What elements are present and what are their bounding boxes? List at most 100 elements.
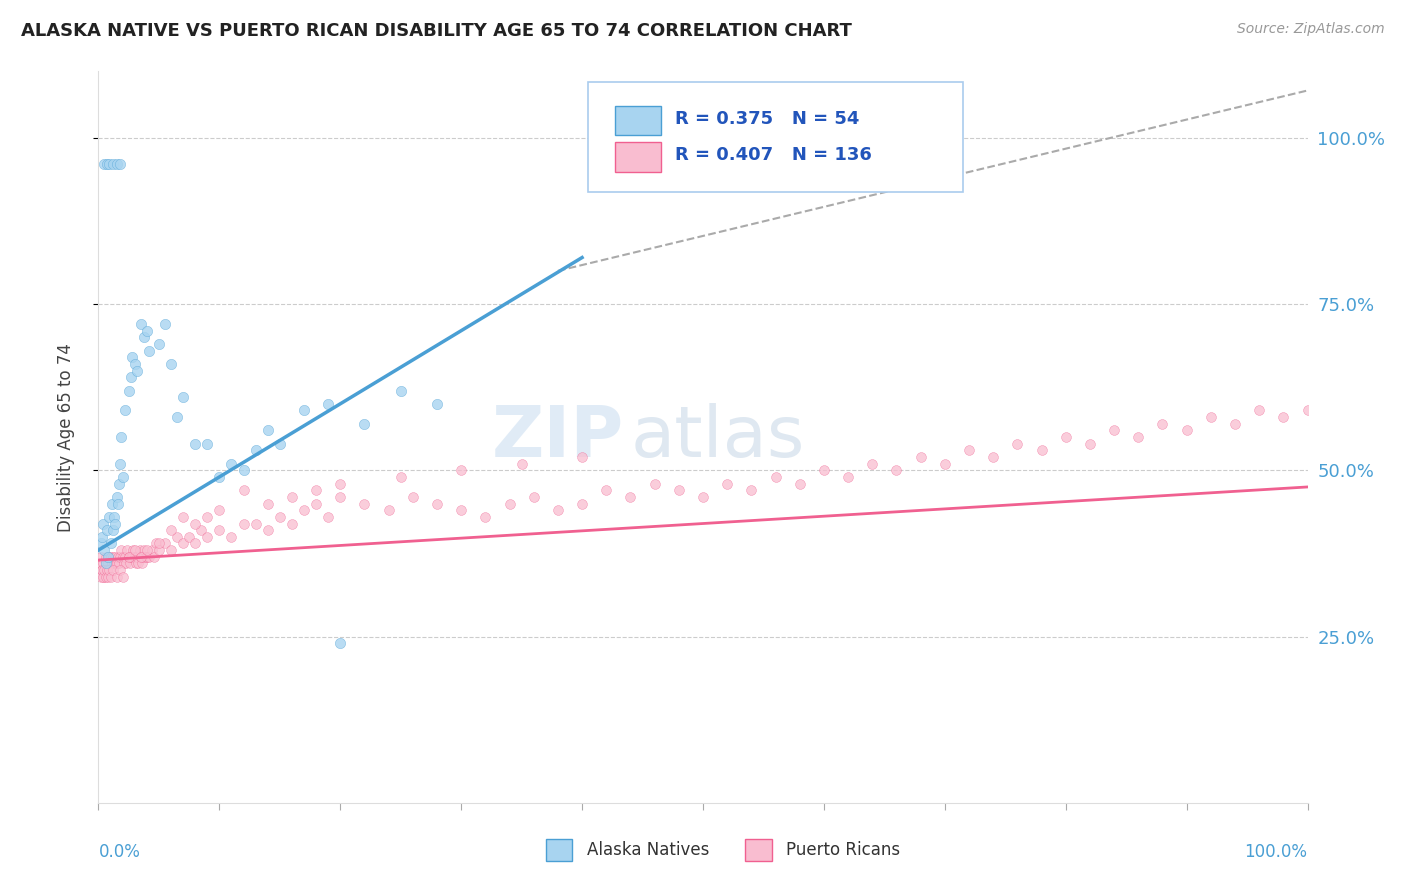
- Point: [1296, 403, 1319, 417]
- Point: [96, 563, 118, 577]
- Point: [110, 543, 132, 558]
- Point: [134, 543, 156, 558]
- Point: [135, 324, 157, 338]
- Point: [125, 557, 148, 571]
- Point: [101, 523, 124, 537]
- Point: [127, 549, 149, 564]
- Point: [120, 549, 142, 564]
- Point: [426, 497, 449, 511]
- Point: [131, 557, 153, 571]
- Point: [208, 503, 231, 517]
- Point: [160, 523, 183, 537]
- Point: [124, 357, 146, 371]
- Point: [129, 317, 152, 331]
- Point: [98, 509, 121, 524]
- Point: [1223, 417, 1246, 431]
- Point: [91, 563, 114, 577]
- Point: [118, 549, 141, 564]
- Point: [132, 549, 155, 564]
- Point: [103, 509, 125, 524]
- Point: [105, 557, 128, 571]
- Point: [117, 543, 139, 558]
- Point: [1031, 443, 1053, 458]
- Point: [112, 557, 135, 571]
- Point: [1175, 424, 1198, 438]
- Point: [107, 497, 129, 511]
- Point: [91, 570, 114, 584]
- Point: [104, 516, 127, 531]
- Point: [256, 497, 278, 511]
- Point: [221, 530, 243, 544]
- Point: [148, 337, 170, 351]
- Point: [103, 557, 125, 571]
- Point: [153, 536, 176, 550]
- Point: [90, 536, 112, 550]
- FancyBboxPatch shape: [588, 82, 963, 192]
- Point: [160, 357, 183, 371]
- Point: [96, 157, 118, 171]
- Point: [195, 509, 218, 524]
- Point: [644, 476, 666, 491]
- Point: [269, 509, 291, 524]
- Point: [232, 463, 254, 477]
- FancyBboxPatch shape: [745, 839, 772, 862]
- Point: [184, 516, 207, 531]
- Point: [97, 549, 120, 564]
- Point: [122, 543, 145, 558]
- Point: [208, 470, 231, 484]
- Point: [329, 636, 352, 650]
- Point: [134, 330, 156, 344]
- Point: [316, 509, 339, 524]
- Text: ALASKA NATIVE VS PUERTO RICAN DISABILITY AGE 65 TO 74 CORRELATION CHART: ALASKA NATIVE VS PUERTO RICAN DISABILITY…: [21, 22, 852, 40]
- Point: [498, 497, 520, 511]
- Point: [94, 557, 117, 571]
- Point: [143, 549, 166, 564]
- Point: [1152, 417, 1174, 431]
- Point: [1007, 436, 1029, 450]
- Point: [232, 516, 254, 531]
- Point: [128, 543, 150, 558]
- Point: [195, 530, 218, 544]
- Point: [135, 549, 157, 564]
- Point: [184, 436, 207, 450]
- Point: [910, 450, 932, 464]
- Point: [1199, 410, 1222, 425]
- Point: [389, 384, 412, 398]
- Text: Puerto Ricans: Puerto Ricans: [786, 841, 901, 859]
- Point: [115, 557, 138, 571]
- Text: R = 0.407   N = 136: R = 0.407 N = 136: [675, 146, 872, 164]
- Point: [93, 543, 115, 558]
- Point: [91, 557, 114, 571]
- Point: [329, 490, 352, 504]
- FancyBboxPatch shape: [614, 143, 661, 171]
- Point: [148, 536, 170, 550]
- Point: [94, 570, 117, 584]
- Point: [1102, 424, 1125, 438]
- Point: [886, 463, 908, 477]
- Point: [256, 523, 278, 537]
- Point: [316, 397, 339, 411]
- Point: [124, 549, 146, 564]
- Text: R = 0.375   N = 54: R = 0.375 N = 54: [675, 110, 859, 128]
- Point: [595, 483, 617, 498]
- Point: [100, 549, 122, 564]
- Point: [120, 370, 142, 384]
- Point: [389, 470, 412, 484]
- Point: [402, 490, 425, 504]
- Point: [1272, 410, 1295, 425]
- Point: [108, 157, 131, 171]
- Point: [135, 543, 157, 558]
- Point: [111, 549, 134, 564]
- Point: [789, 476, 811, 491]
- Point: [111, 570, 134, 584]
- Point: [172, 390, 194, 404]
- Point: [292, 403, 315, 417]
- Point: [166, 410, 188, 425]
- Point: [377, 503, 399, 517]
- Point: [837, 470, 859, 484]
- Point: [121, 549, 143, 564]
- Point: [426, 397, 449, 411]
- Point: [740, 483, 762, 498]
- Point: [135, 549, 157, 564]
- Point: [107, 549, 129, 564]
